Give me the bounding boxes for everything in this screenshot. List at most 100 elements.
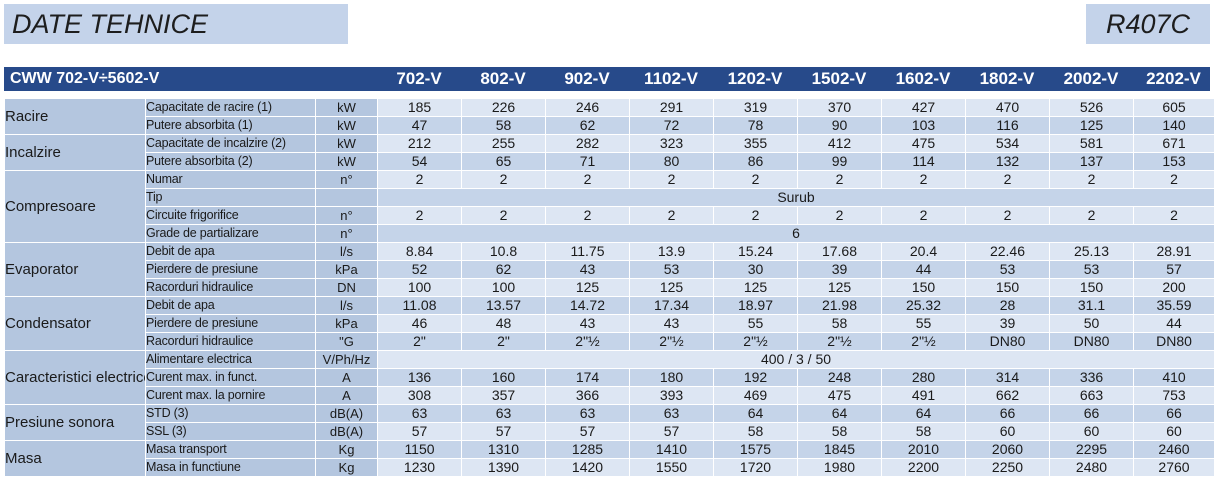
unit-label: l/s [315,242,378,261]
value-cell: 491 [881,386,966,405]
value-cell: 44 [881,260,966,279]
value-cell: 63 [377,404,462,423]
value-cell: DN80 [1049,332,1134,351]
value-cell: 66 [1133,404,1215,423]
refrigerant-badge: R407C [1086,4,1210,44]
value-cell: 246 [545,98,630,117]
value-cell: 15.24 [713,242,798,261]
model-column-header: 702-V [396,69,442,88]
table-row: Racorduri hidraulice DN 100 100 125 125 125 125… [5,278,1215,297]
value-cell: 72 [629,116,714,135]
parameter-label: Debit de apa [145,296,316,315]
value-cell: 136 [377,368,462,387]
value-cell: 55 [713,314,798,333]
unit-label: kPa [315,260,378,279]
value-cell: 103 [881,116,966,135]
value-cell: 2 [797,206,882,225]
value-cell: 30 [713,260,798,279]
value-cell: 393 [629,386,714,405]
model-column-header: 1202-V [727,69,783,88]
value-cell: 125 [1049,116,1134,135]
value-cell: 314 [965,368,1050,387]
value-cell: 60 [1049,422,1134,441]
value-cell: 10.8 [461,242,546,261]
value-cell: 2250 [965,458,1050,477]
category-label: Incalzire [4,134,146,171]
table-row: Incalzire Capacitate de incalzire (2) kW 21… [4,134,1215,171]
value-cell: 63 [545,404,630,423]
value-cell: 2 [377,170,462,189]
value-cell: 153 [1133,152,1215,171]
value-cell: 412 [797,134,882,153]
model-column-header: 2202-V [1146,69,1201,88]
value-cell: 534 [965,134,1050,153]
value-cell: 90 [797,116,882,135]
unit-label: n° [315,206,378,225]
value-cell: 57 [377,422,462,441]
unit-label: kW [315,152,378,171]
table-row: Putere absorbita (2) kW 54 65 71 80 86 99 114 132… [5,152,1215,171]
value-cell-merged: Surub [377,188,1215,207]
value-cell: 1285 [545,440,630,459]
unit-label: Kg [315,440,378,459]
value-cell: 174 [545,368,630,387]
value-cell: 2 [965,170,1050,189]
value-cell: 78 [713,116,798,135]
value-cell: 25.13 [1049,242,1134,261]
value-cell: 475 [797,386,882,405]
table-row: Putere absorbita (1) kW 47 58 62 72 78 90 103 116… [5,116,1215,135]
value-cell: 1230 [377,458,462,477]
value-cell: 192 [713,368,798,387]
page-title: DATE TEHNICE [4,4,348,44]
parameter-label: SSL (3) [145,422,316,441]
value-cell: 2 [1133,206,1215,225]
value-cell: 137 [1049,152,1134,171]
value-cell: 2 [713,170,798,189]
value-cell: 2 [545,206,630,225]
value-cell: 62 [545,116,630,135]
value-cell: 65 [461,152,546,171]
value-cell: 114 [881,152,966,171]
value-cell: 21.98 [797,296,882,315]
unit-label: dB(A) [315,404,378,423]
parameter-label: Alimentare electrica [145,350,316,369]
unit-label: DN [315,278,378,297]
value-cell: 2 [1049,170,1134,189]
table-row: Masa in functiune Kg 1230 1390 1420 1550 1720 1… [5,458,1215,477]
value-cell: 64 [881,404,966,423]
value-cell: 100 [461,278,546,297]
value-cell: 2760 [1133,458,1215,477]
unit-label: kPa [315,314,378,333]
table-row: Curent max. in funct. A 136 160 174 180 192 248… [5,368,1215,387]
model-header-bar: CWW 702-V÷5602-V 702-V 802-V 902-V 1102-V 12… [4,67,1210,91]
table-row: Caracteristici electrice Alimentare elect… [4,350,1215,405]
value-cell: 18.97 [713,296,798,315]
value-cell: 53 [629,260,714,279]
value-cell: 53 [1049,260,1134,279]
value-cell: 1310 [461,440,546,459]
table-row: Tip Surub [5,188,1215,207]
model-column-header: 1602-V [895,69,951,88]
value-cell: 100 [377,278,462,297]
value-cell: DN80 [1133,332,1215,351]
value-cell: 185 [377,98,462,117]
parameter-label: Racorduri hidraulice [145,278,316,297]
value-cell: 248 [797,368,882,387]
unit-label: "G [315,332,378,351]
parameter-label: Curent max. in funct. [145,368,316,387]
value-cell: 150 [881,278,966,297]
parameter-label: Circuite frigorifice [145,206,316,225]
value-cell: 200 [1133,278,1215,297]
parameter-label: Putere absorbita (1) [145,116,316,135]
value-cell: 255 [461,134,546,153]
value-cell: 212 [377,134,462,153]
value-cell: 2 [1049,206,1134,225]
value-cell: 662 [965,386,1050,405]
table-row: Circuite frigorifice n° 2 2 2 2 2 2 2 2 2 2 [5,206,1215,225]
value-cell: 2 [1133,170,1215,189]
unit-label: n° [315,224,378,243]
value-cell: 2"½ [545,332,630,351]
value-cell: 2460 [1133,440,1215,459]
value-cell: 282 [545,134,630,153]
value-cell: 180 [629,368,714,387]
